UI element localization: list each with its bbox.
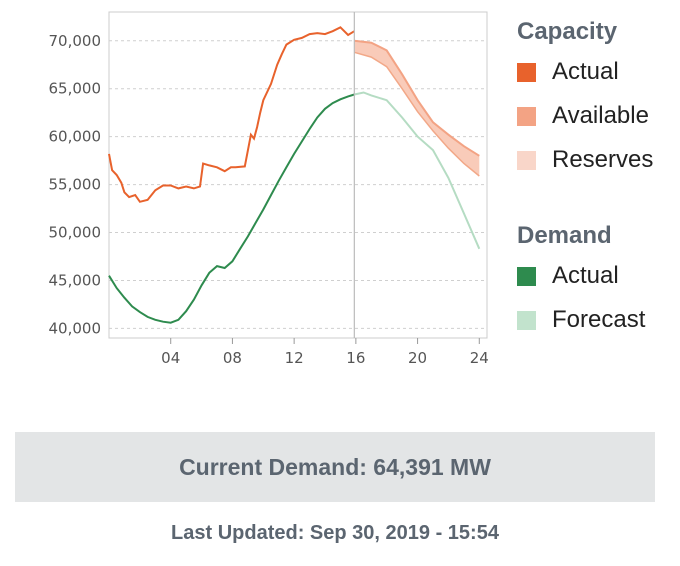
legend-title-demand: Demand <box>517 222 612 249</box>
gridlines <box>109 40 487 329</box>
legend-item-demand-forecast[interactable]: Forecast <box>517 298 677 342</box>
current-demand-panel: Current Demand: 64,391 MW <box>15 432 655 502</box>
y-tick-label: 55,000 <box>49 176 102 194</box>
y-tick-label: 50,000 <box>49 224 102 242</box>
legend-swatch <box>517 150 536 170</box>
demand-actual-line <box>108 93 355 324</box>
legend-swatch <box>517 106 536 126</box>
legend-swatch <box>517 310 536 330</box>
legend-label: Forecast <box>552 306 646 333</box>
y-tick-label: 60,000 <box>49 128 102 146</box>
x-tick-label: 12 <box>285 349 304 367</box>
chart-legend: Capacity Actual Available Reserves Deman… <box>517 14 677 342</box>
current-demand-text: Current Demand: 64,391 MW <box>179 453 491 480</box>
legend-label: Actual <box>552 262 619 289</box>
y-tick-label: 70,000 <box>49 32 102 50</box>
legend-title-capacity: Capacity <box>517 18 618 45</box>
capacity-reserves-line <box>354 51 480 177</box>
legend-swatch <box>517 266 536 286</box>
x-tick-label: 08 <box>223 349 242 367</box>
legend-item-demand-actual[interactable]: Actual <box>517 254 677 298</box>
y-tick-label: 40,000 <box>49 319 102 337</box>
x-tick-label: 24 <box>470 349 489 367</box>
x-axis-ticks: 04 08 12 16 20 24 <box>161 338 489 367</box>
demand-forecast-line <box>354 91 481 250</box>
data-series <box>108 26 481 324</box>
x-tick-label: 16 <box>346 349 365 367</box>
x-tick-label: 04 <box>161 349 180 367</box>
x-tick-label: 20 <box>408 349 427 367</box>
capacity-available-line <box>354 39 480 157</box>
capacity-reserves-band <box>354 40 480 176</box>
legend-item-capacity-available[interactable]: Available <box>517 94 677 138</box>
legend-label: Actual <box>552 58 619 85</box>
last-updated-text: Last Updated: Sep 30, 2019 - 15:54 <box>171 522 499 544</box>
demand-capacity-chart: 40,000 45,000 50,000 55,000 60,000 65,000 70,0… <box>49 11 489 367</box>
legend-item-capacity-reserves[interactable]: Reserves <box>517 138 677 182</box>
y-axis-ticks: 40,000 45,000 50,000 55,000 60,000 65,000 70,0… <box>49 32 102 338</box>
legend-item-capacity-actual[interactable]: Actual <box>517 50 677 94</box>
y-tick-label: 65,000 <box>49 80 102 98</box>
legend-swatch <box>517 62 536 82</box>
y-tick-label: 45,000 <box>49 271 102 289</box>
legend-label: Reserves <box>552 146 654 173</box>
capacity-actual-line <box>108 26 355 203</box>
plot-frame <box>108 11 488 339</box>
legend-label: Available <box>552 102 649 129</box>
